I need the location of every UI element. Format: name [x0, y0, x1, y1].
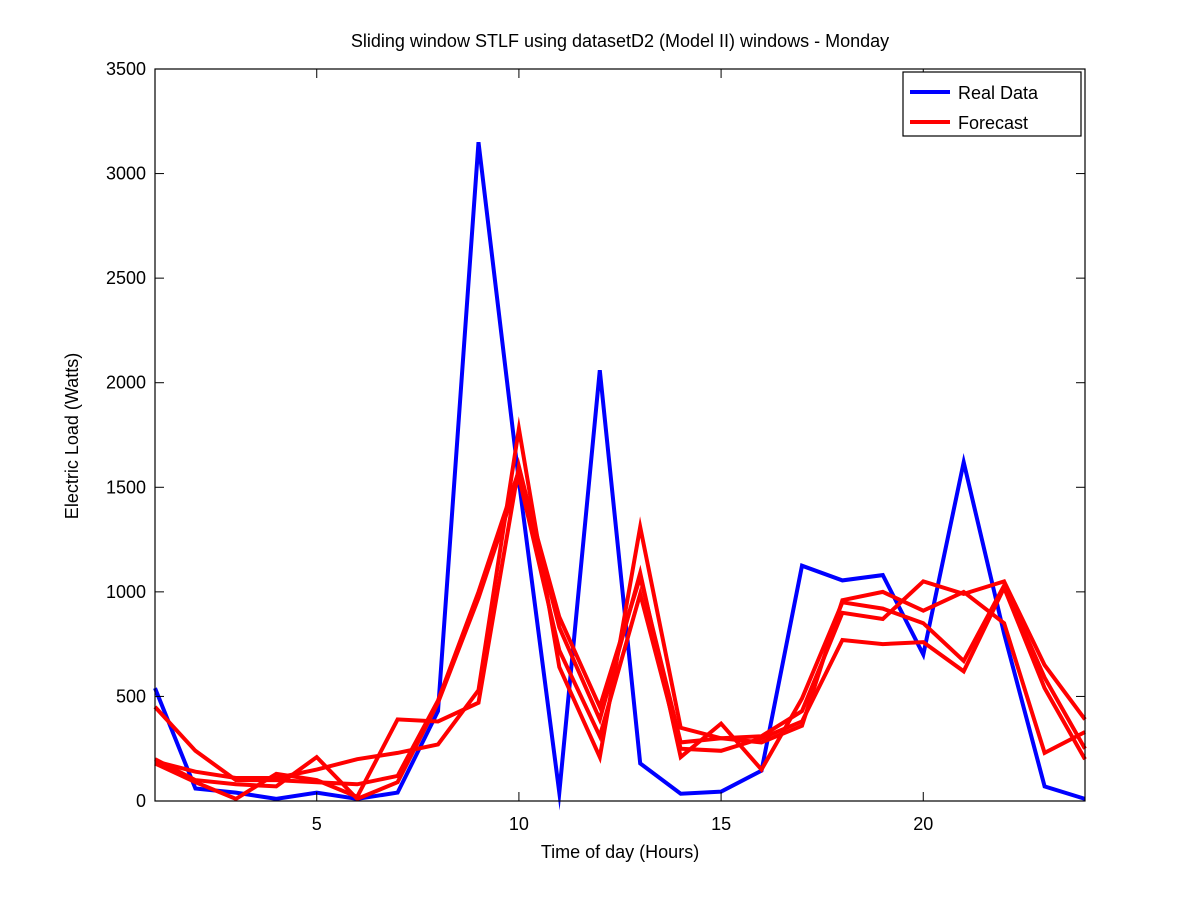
y-tick-label: 3000 — [106, 164, 146, 184]
legend-label: Real Data — [958, 83, 1039, 103]
plot-background — [155, 69, 1085, 801]
series-line-real-data — [153, 141, 1086, 811]
x-tick-label: 20 — [913, 814, 933, 834]
y-tick-label: 500 — [116, 686, 146, 706]
x-tick-label: 5 — [312, 814, 322, 834]
y-tick-label: 1500 — [106, 477, 146, 497]
series-layer — [153, 141, 1087, 811]
series-line-forecast-4 — [154, 469, 1087, 802]
legend-box — [902, 71, 1082, 137]
legend-label: Forecast — [958, 113, 1028, 133]
chart-title: Sliding window STLF using datasetD2 (Mod… — [351, 31, 889, 51]
y-tick-label: 3500 — [106, 59, 146, 79]
x-axis-label: Time of day (Hours) — [541, 842, 699, 862]
y-tick-label: 2000 — [106, 373, 146, 393]
y-axis-label: Electric Load (Watts) — [62, 353, 82, 519]
plot-area — [155, 69, 1085, 801]
axes-frame — [154, 68, 1086, 802]
y-tick-label: 2500 — [106, 268, 146, 288]
y-tick-label: 1000 — [106, 582, 146, 602]
axes-layer: 5 10 15 20 0 500 1000 1500 2000 2500 3000 3500 — [106, 59, 1086, 834]
series-line-forecast-3 — [154, 456, 1087, 802]
x-tick-label: 15 — [711, 814, 731, 834]
y-tick-label: 0 — [136, 791, 146, 811]
x-tick-label: 10 — [509, 814, 529, 834]
legend: Real Data Forecast — [902, 71, 1082, 137]
